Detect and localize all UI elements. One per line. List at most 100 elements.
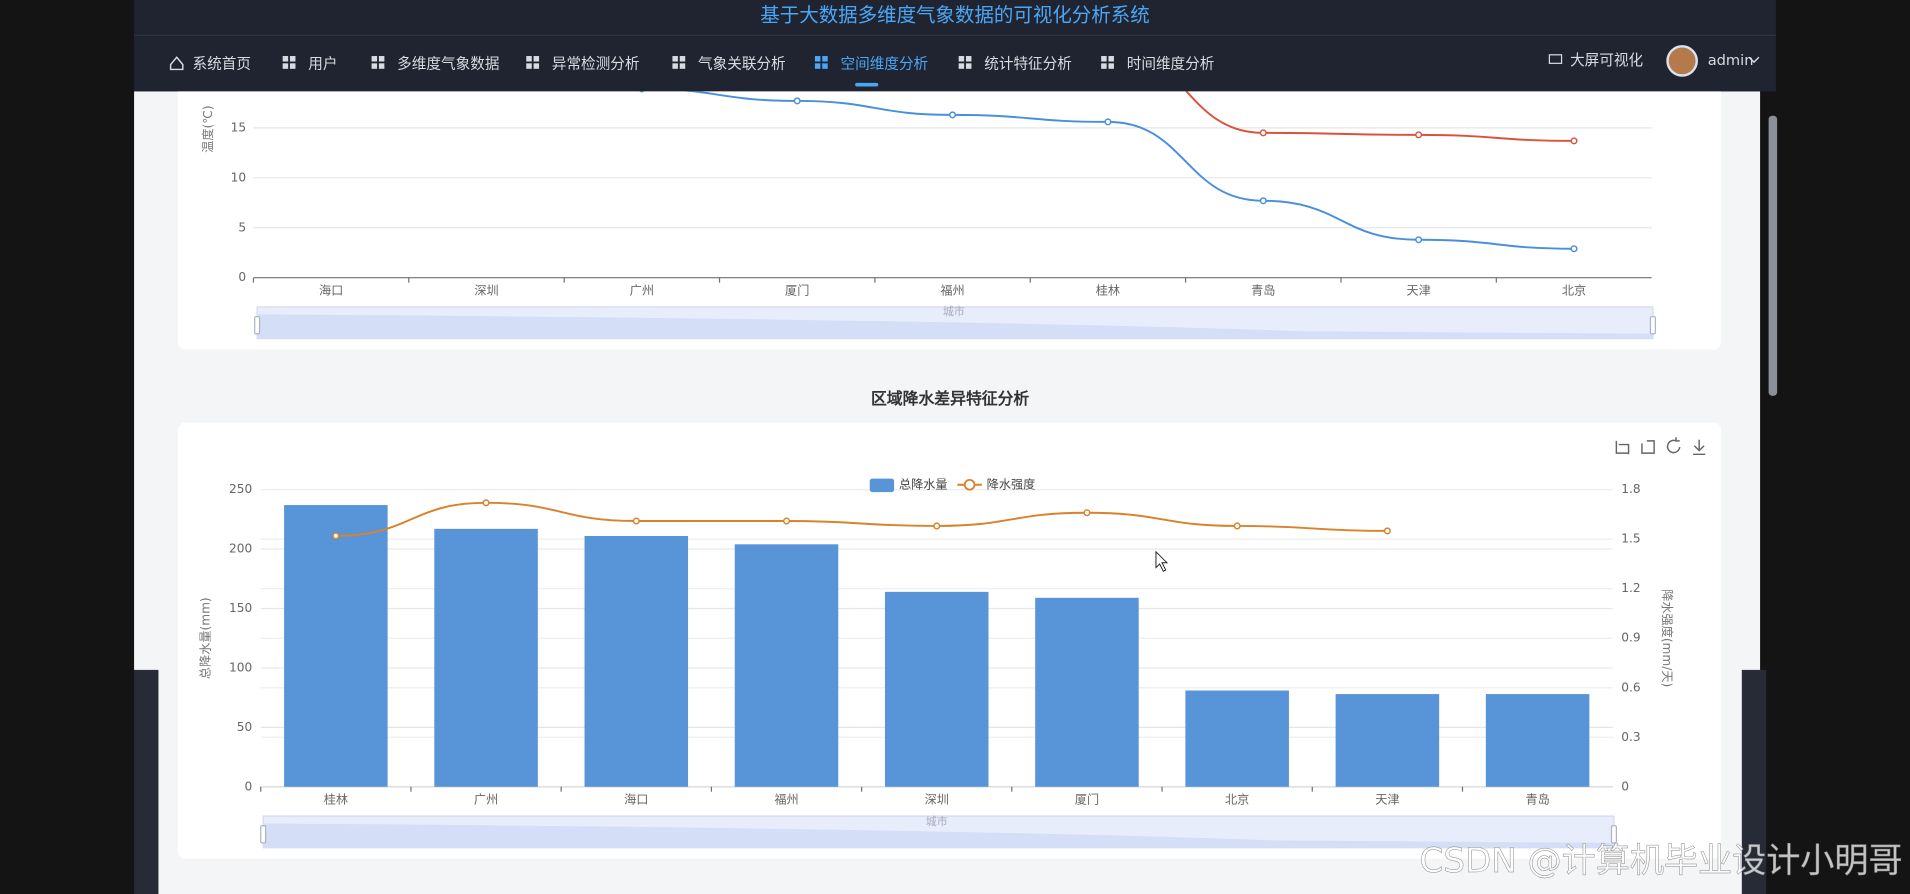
grid-icon xyxy=(822,56,828,62)
x-tick-label: 青岛 xyxy=(1525,792,1549,807)
grid-icon xyxy=(1108,63,1114,69)
nav-label[interactable]: 多维度气象数据 xyxy=(397,56,499,73)
x-tick-label: 福州 xyxy=(774,792,798,807)
grid-icon xyxy=(289,56,296,62)
bar xyxy=(1485,694,1590,787)
grid-icon xyxy=(965,56,972,62)
nav-label[interactable]: 系统首页 xyxy=(193,56,251,73)
toolbox-icon[interactable] xyxy=(1693,439,1706,456)
point xyxy=(1570,137,1578,145)
grid-icon xyxy=(1101,56,1107,62)
chevron xyxy=(1748,56,1760,64)
nav-item[interactable]: 时间维度分析 xyxy=(1101,56,1214,73)
y2-tick-label: 0.9 xyxy=(1621,631,1640,645)
x-tick-label: 深圳 xyxy=(474,284,498,298)
point xyxy=(933,522,941,530)
x-tick-label: 桂林 xyxy=(1096,283,1120,298)
legend-item[interactable]: 降水强度 xyxy=(957,476,1035,491)
bar xyxy=(734,544,839,787)
x-tick-label: 海口 xyxy=(624,792,648,807)
bar xyxy=(1035,597,1139,787)
bar xyxy=(1335,694,1440,787)
point xyxy=(949,111,957,119)
toolbox-icon[interactable] xyxy=(1641,440,1655,454)
cursor xyxy=(1155,550,1169,572)
zoom-handle xyxy=(254,316,261,335)
legend-label[interactable]: 降水强度 xyxy=(987,476,1036,491)
x-tick-label: 广州 xyxy=(474,793,498,807)
y2-tick-label: 0 xyxy=(1621,779,1629,793)
y-tick-label: 150 xyxy=(229,601,252,615)
nav-item[interactable]: 系统首页 xyxy=(169,56,251,73)
grid-icon xyxy=(672,63,678,69)
point xyxy=(1570,245,1578,253)
grid-icon xyxy=(958,56,965,62)
app-title: 基于大数据多维度气象数据的可视化分析系统 xyxy=(760,3,1149,26)
y-tick-label: 5 xyxy=(238,220,246,234)
bar xyxy=(584,535,689,787)
x-tick-label: 天津 xyxy=(1375,793,1399,807)
grid-icon xyxy=(1101,63,1107,69)
y2-tick-label: 1.5 xyxy=(1621,532,1640,546)
nav-item[interactable]: 统计特征分析 xyxy=(958,56,1072,73)
legend-label[interactable]: 总降水量 xyxy=(899,477,948,491)
point xyxy=(1259,129,1267,137)
grid-icon xyxy=(679,63,686,69)
x-tick-label: 深圳 xyxy=(925,793,949,807)
toolbox xyxy=(1615,437,1706,456)
nav-item[interactable]: 异常检测分析 xyxy=(526,56,640,73)
y-tick-label: 100 xyxy=(229,660,252,674)
point xyxy=(1415,131,1423,139)
x-tick-label: 海口 xyxy=(319,283,343,298)
grid-icon xyxy=(814,63,821,69)
nav-label[interactable]: 异常检测分析 xyxy=(552,56,640,73)
y2-tick-label: 0.3 xyxy=(1621,730,1640,744)
point xyxy=(1083,509,1091,517)
user-name[interactable]: admin xyxy=(1708,52,1754,69)
y-tick-label: 200 xyxy=(229,542,252,556)
grid-icon xyxy=(282,56,289,62)
legend-marker xyxy=(963,478,976,491)
nav-item[interactable]: 气象关联分析 xyxy=(672,56,786,73)
zoom-handle xyxy=(260,825,267,844)
x-tick-label: 北京 xyxy=(1562,284,1586,298)
x-tick-label: 青岛 xyxy=(1251,283,1275,298)
point xyxy=(1259,197,1267,205)
y2-tick-label: 1.8 xyxy=(1621,482,1640,496)
home-icon xyxy=(169,56,184,71)
nav-label[interactable]: 空间维度分析 xyxy=(841,56,929,73)
point xyxy=(1104,118,1112,126)
nav-label[interactable]: 用户 xyxy=(308,56,337,73)
nav-label[interactable]: 气象关联分析 xyxy=(698,56,786,73)
series-line xyxy=(1185,91,1575,142)
x-tick-label: 广州 xyxy=(630,284,654,298)
big-screen-link[interactable]: 大屏可视化 xyxy=(1570,52,1643,69)
grid-icon xyxy=(533,56,540,62)
zoom-handle xyxy=(1610,825,1617,844)
nav-item[interactable]: 空间维度分析 xyxy=(814,56,929,87)
toolbox-icon[interactable] xyxy=(1666,437,1681,454)
nav-label[interactable]: 统计特征分析 xyxy=(984,56,1072,73)
nav-item[interactable]: 用户 xyxy=(282,56,338,73)
bar xyxy=(1185,690,1289,787)
point xyxy=(782,517,791,525)
nav-label[interactable]: 时间维度分析 xyxy=(1127,56,1215,73)
toolbox-icon[interactable] xyxy=(1615,440,1630,455)
x-tick-label: 北京 xyxy=(1225,793,1249,807)
grid-icon xyxy=(526,63,532,69)
grid-icon xyxy=(814,56,821,62)
header xyxy=(134,0,1776,92)
y-tick-label: 50 xyxy=(237,720,252,734)
legend-swatch xyxy=(869,478,895,493)
y-tick-label: 0 xyxy=(238,270,246,284)
y-tick-label: 15 xyxy=(231,120,246,134)
x-tick-label: 福州 xyxy=(940,283,964,298)
grid-icon xyxy=(378,63,385,69)
series-line xyxy=(335,501,1388,537)
nav-item[interactable]: 多维度气象数据 xyxy=(371,56,500,73)
legend-item[interactable]: 总降水量 xyxy=(869,477,948,493)
zoom-handle xyxy=(1649,316,1656,335)
grid-icon xyxy=(371,56,378,62)
